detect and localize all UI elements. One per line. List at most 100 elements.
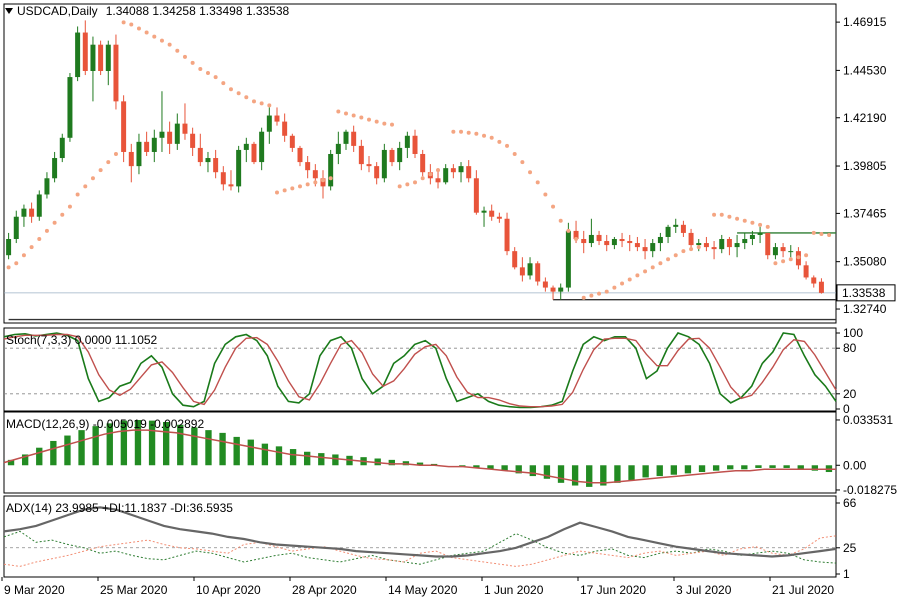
psar-dot xyxy=(612,285,617,290)
psar-dot xyxy=(788,257,793,262)
candle-body xyxy=(144,141,150,152)
psar-dot xyxy=(244,95,249,100)
adx-tick-label: 25 xyxy=(843,541,857,555)
candle-body xyxy=(312,170,318,179)
candle-body xyxy=(757,232,763,235)
candle-body xyxy=(504,218,510,252)
candle-body xyxy=(98,44,104,71)
psar-dot xyxy=(466,130,471,135)
candle-body xyxy=(220,172,226,185)
candle-body xyxy=(167,131,173,144)
psar-dot xyxy=(251,99,256,104)
candle-body xyxy=(496,216,502,219)
psar-dot xyxy=(290,186,295,191)
psar-dot xyxy=(459,129,464,134)
psar-dot xyxy=(21,253,26,258)
stoch-signal-line xyxy=(3,333,837,408)
psar-dot xyxy=(336,109,341,114)
psar-dot xyxy=(175,48,180,53)
psar-dot xyxy=(482,133,487,138)
candle-body xyxy=(696,243,702,246)
psar-dot xyxy=(750,220,755,225)
psar-dot xyxy=(344,111,349,116)
psar-dot xyxy=(512,151,517,156)
psar-dot xyxy=(267,103,272,108)
psar-dot xyxy=(804,253,809,258)
candle-body xyxy=(113,44,119,102)
candle-body xyxy=(765,232,771,256)
psar-dot xyxy=(666,257,671,262)
candle-body xyxy=(374,166,380,179)
chart-title: USDCAD,Daily 1.34088 1.34258 1.33498 1.3… xyxy=(5,4,289,18)
candle-body xyxy=(335,143,341,154)
psar-dot xyxy=(167,42,172,47)
candle-body xyxy=(351,131,357,146)
candle-body xyxy=(59,137,65,159)
psar-dot xyxy=(213,75,218,80)
candle-body xyxy=(788,251,794,253)
candle-body xyxy=(289,135,295,148)
candle-body xyxy=(527,263,533,276)
date-tick-label: 28 Apr 2020 xyxy=(292,583,357,597)
psar-dot xyxy=(259,101,264,106)
price-tick-label: 1.44530 xyxy=(843,63,887,77)
candle-body xyxy=(305,162,311,171)
psar-dot xyxy=(351,113,356,118)
psar-dot xyxy=(52,220,57,225)
candle-body xyxy=(75,32,81,78)
psar-dot xyxy=(719,212,724,217)
candle-body xyxy=(734,243,740,248)
psar-dot xyxy=(113,151,118,156)
candle-body xyxy=(343,131,349,144)
psar-dot xyxy=(382,121,387,126)
psar-dot xyxy=(742,218,747,223)
psar-dot xyxy=(328,176,333,181)
psar-dot xyxy=(190,60,195,65)
candle-body xyxy=(719,238,725,250)
psar-dot xyxy=(14,261,19,266)
candle-body xyxy=(443,168,449,183)
psar-dot xyxy=(551,204,556,209)
psar-dot xyxy=(673,253,678,258)
candle-body xyxy=(243,143,249,150)
candle-body xyxy=(665,226,671,237)
candle-body xyxy=(512,251,518,268)
psar-dot xyxy=(650,265,655,270)
ohlc-values: 1.34088 1.34258 1.33498 1.33538 xyxy=(105,4,290,18)
date-tick-label: 1 Jun 2020 xyxy=(484,583,544,597)
candle-body xyxy=(44,178,50,195)
macd-tick-label: 0.033531 xyxy=(843,413,893,427)
candle-body xyxy=(634,243,640,248)
psar-dot xyxy=(374,119,379,124)
stoch-tick-label: 100 xyxy=(843,326,863,340)
psar-dot xyxy=(819,231,824,236)
candle-body xyxy=(519,267,525,276)
candle-body xyxy=(803,265,809,278)
candle-body xyxy=(627,241,633,244)
psar-dot xyxy=(37,236,42,241)
psar-dot xyxy=(727,214,732,219)
candle-body xyxy=(366,164,372,167)
candle-body xyxy=(282,121,288,136)
psar-dot xyxy=(274,190,279,195)
candle-body xyxy=(673,224,679,227)
psar-dot xyxy=(773,261,778,266)
psar-dot xyxy=(397,184,402,189)
psar-dot xyxy=(758,222,763,227)
psar-dot xyxy=(297,184,302,189)
psar-dot xyxy=(159,38,164,43)
candle-body xyxy=(297,147,303,163)
candle-body xyxy=(182,123,188,134)
psar-dot xyxy=(305,182,310,187)
psar-dot xyxy=(413,180,418,185)
dropdown-triangle-icon[interactable] xyxy=(5,8,13,14)
psar-dot xyxy=(658,261,663,266)
psar-dot xyxy=(313,180,318,185)
adx-line xyxy=(3,506,837,558)
psar-dot xyxy=(574,236,579,241)
candle-body xyxy=(565,230,571,288)
psar-dot xyxy=(566,228,571,233)
psar-dot xyxy=(528,170,533,175)
candle-body xyxy=(151,137,157,152)
macd-tick-label: 0.00 xyxy=(843,458,867,472)
